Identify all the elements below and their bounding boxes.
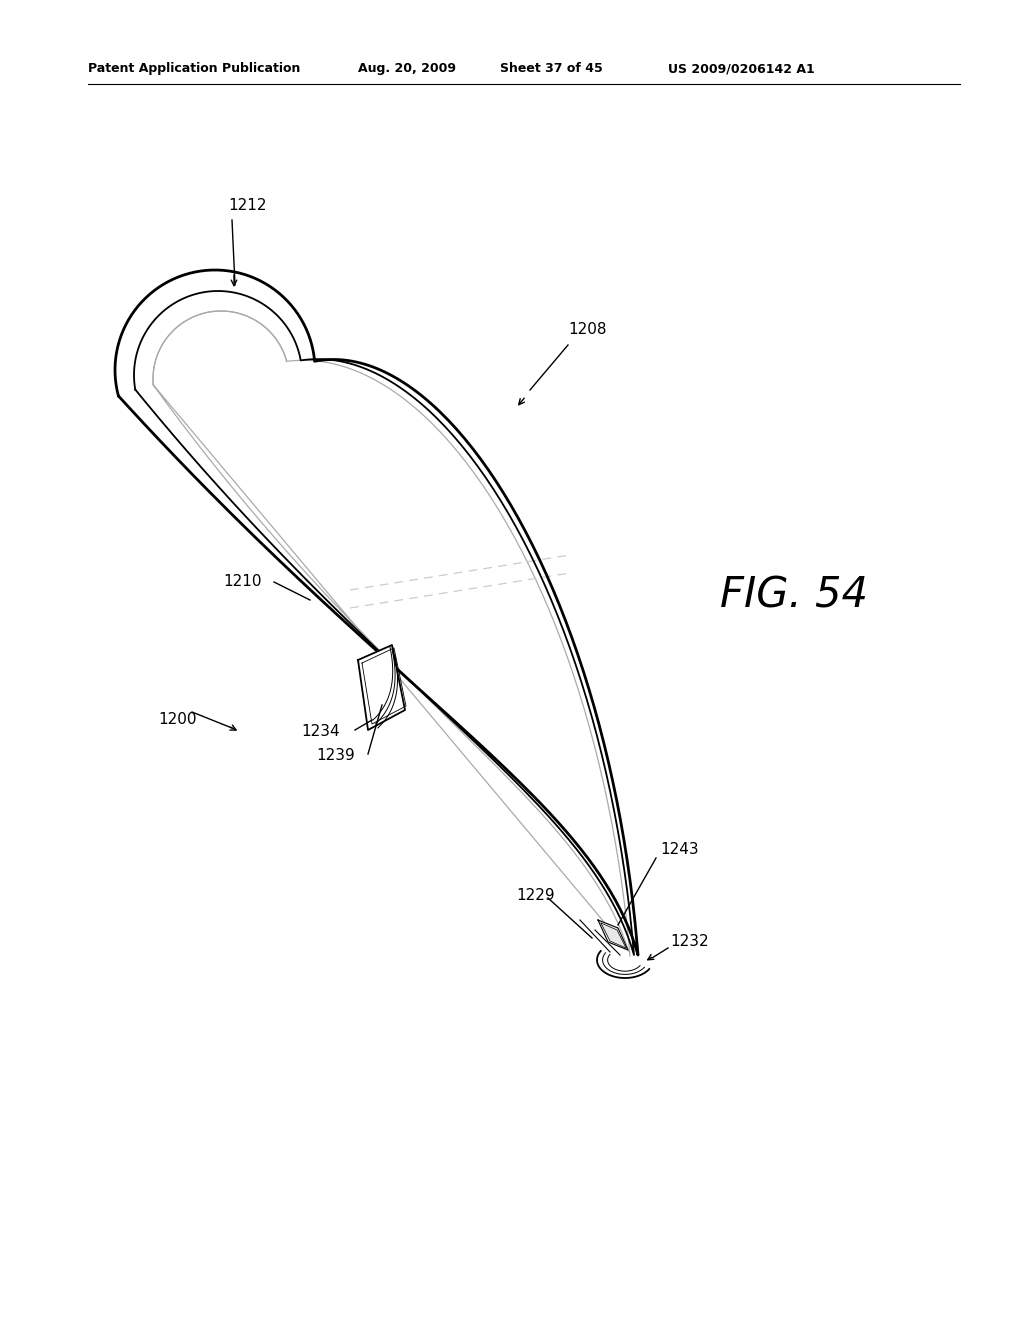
Text: 1200: 1200 [159, 713, 198, 727]
Text: 1210: 1210 [223, 574, 262, 590]
Text: 1229: 1229 [517, 887, 555, 903]
Text: 1232: 1232 [670, 935, 709, 949]
Polygon shape [358, 645, 406, 730]
Polygon shape [598, 920, 628, 950]
Text: US 2009/0206142 A1: US 2009/0206142 A1 [668, 62, 815, 75]
Text: FIG. 54: FIG. 54 [720, 574, 868, 616]
Text: 1234: 1234 [301, 725, 340, 739]
Text: 1208: 1208 [568, 322, 606, 338]
Polygon shape [115, 271, 638, 954]
Text: 1239: 1239 [316, 748, 355, 763]
Text: Aug. 20, 2009: Aug. 20, 2009 [358, 62, 456, 75]
Text: Patent Application Publication: Patent Application Publication [88, 62, 300, 75]
Text: 1243: 1243 [660, 842, 698, 858]
Text: 1212: 1212 [228, 198, 266, 213]
Text: Sheet 37 of 45: Sheet 37 of 45 [500, 62, 603, 75]
